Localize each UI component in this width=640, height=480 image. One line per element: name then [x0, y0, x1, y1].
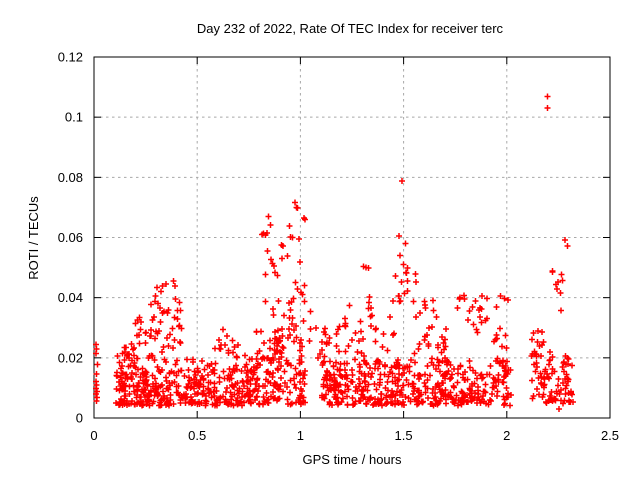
x-tick-labels: 0 0.5 1 1.5 2 2.5	[90, 428, 619, 443]
svg-text:2: 2	[503, 428, 510, 443]
svg-text:0: 0	[90, 428, 97, 443]
chart-title: Day 232 of 2022, Rate Of TEC Index for r…	[197, 21, 504, 36]
svg-text:0.02: 0.02	[58, 350, 83, 365]
svg-text:0: 0	[76, 411, 83, 426]
x-axis-label: GPS time / hours	[303, 452, 402, 467]
svg-text:1: 1	[297, 428, 304, 443]
svg-text:0.08: 0.08	[58, 170, 83, 185]
svg-text:0.5: 0.5	[188, 428, 206, 443]
svg-text:0.04: 0.04	[58, 290, 83, 305]
svg-text:1.5: 1.5	[395, 428, 413, 443]
svg-text:0.06: 0.06	[58, 230, 83, 245]
y-axis-label: ROTI / TECUs	[26, 196, 41, 280]
data-points	[93, 93, 576, 412]
svg-text:0.12: 0.12	[58, 50, 83, 65]
svg-text:0.1: 0.1	[65, 110, 83, 125]
svg-text:2.5: 2.5	[601, 428, 619, 443]
axis-ticks	[93, 56, 611, 419]
y-tick-labels: 0 0.02 0.04 0.06 0.08 0.1 0.12	[58, 50, 83, 426]
